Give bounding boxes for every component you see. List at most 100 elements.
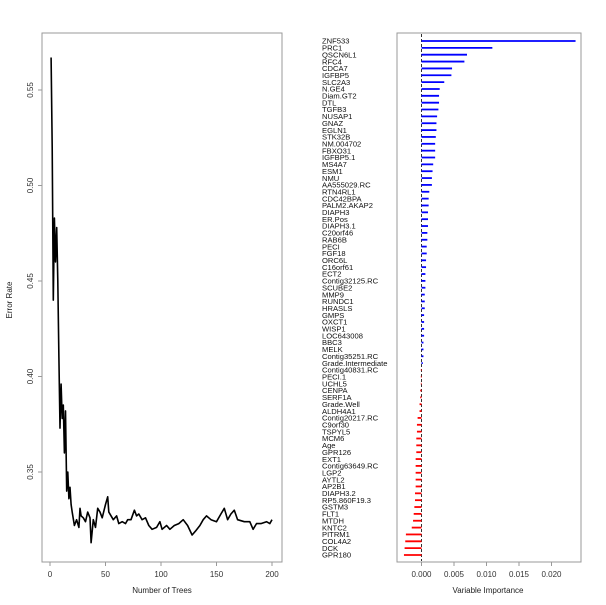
importance-axis-title: Variable Importance (453, 586, 525, 595)
variable-label: DIAPH3.1 (322, 222, 356, 231)
variable-label: Grade.Intermediate (322, 359, 387, 368)
variable-label: TGFB3 (322, 105, 346, 114)
variable-label: FGF18 (322, 249, 346, 258)
variable-label: OXCT1 (322, 318, 347, 327)
variable-label: FBXO31 (322, 146, 351, 155)
x-tick-label: 100 (154, 570, 168, 579)
variable-label: C20orf46 (322, 229, 353, 238)
variable-label: Contig63649.RC (322, 462, 379, 471)
variable-label: STK32B (322, 133, 350, 142)
variable-label: NMU (322, 174, 339, 183)
variable-label: Contig35251.RC (322, 352, 379, 361)
error-rate-line (50, 57, 273, 544)
y-tick-label: 0.40 (26, 368, 35, 384)
variable-label: IGFBP5 (322, 71, 349, 80)
variable-label: UCHL5 (322, 379, 347, 388)
variable-label: COL4A2 (322, 537, 351, 546)
variable-label: EXT1 (322, 455, 341, 464)
x-tick-label: 0 (48, 570, 53, 579)
variable-label: AP2B1 (322, 482, 346, 491)
variable-label: PRC1 (322, 44, 342, 53)
y-tick-label: 0.50 (26, 177, 35, 193)
variable-label: MTDH (322, 516, 344, 525)
variable-label: Age (322, 441, 336, 450)
variable-label: Contig40831.RC (322, 366, 379, 375)
variable-label: SLC2A3 (322, 78, 350, 87)
variable-label: TSPYL5 (322, 427, 350, 436)
variable-label: SERF1A (322, 393, 352, 402)
variable-label: PECI.1 (322, 373, 346, 382)
variable-label: ZNF533 (322, 37, 349, 46)
variable-label: HRASLS (322, 304, 352, 313)
variable-label: FLT1 (322, 510, 339, 519)
variable-label: SCUBE2 (322, 283, 352, 292)
variable-label: Contig20217.RC (322, 414, 379, 423)
variable-label: ER.Pos (322, 215, 348, 224)
variable-label: DIAPH3.2 (322, 489, 356, 498)
y-tick-label: 0.55 (26, 82, 35, 98)
variable-label: GNAZ (322, 119, 343, 128)
variable-label: MMP9 (322, 290, 344, 299)
importance-tick-label: 0.010 (476, 570, 497, 579)
variable-label: N.GE4 (322, 85, 345, 94)
variable-label: RP5.860F19.3 (322, 496, 371, 505)
variable-label: RTN4RL1 (322, 187, 356, 196)
variable-label: LGP2 (322, 468, 341, 477)
variable-label: CDCA7 (322, 64, 348, 73)
x-axis-title: Number of Trees (132, 586, 192, 595)
left-plot-frame (41, 32, 283, 563)
variable-label: CENPA (322, 386, 349, 395)
variable-importance-plot: Variable Importance 0.000 0.005 0.010 0.015… (322, 32, 582, 595)
variable-label: IGFBP5.1 (322, 153, 355, 162)
y-tick-label: 0.35 (26, 464, 35, 480)
variable-label: MS4A7 (322, 160, 347, 169)
variable-label: PITRM1 (322, 530, 350, 539)
variable-label: NM.004702 (322, 140, 361, 149)
variable-label: GSTM3 (322, 503, 348, 512)
variable-label: AA555029.RC (322, 181, 371, 190)
importance-tick-label: 0.020 (541, 570, 562, 579)
variable-label: PECI (322, 242, 340, 251)
error-rate-plot: Error Rate Number of Trees 0 50 100 150 200 0… (5, 32, 283, 595)
variable-label: NUSAP1 (322, 112, 352, 121)
variable-label: Diam.GT2 (322, 92, 357, 101)
importance-tick-label: 0.005 (444, 570, 465, 579)
right-plot-frame (396, 32, 582, 563)
x-tick-label: 50 (101, 570, 110, 579)
variable-label: CDC42BPA (322, 194, 362, 203)
variable-label: PALM2.AKAP2 (322, 201, 373, 210)
variable-label: DIAPH3 (322, 208, 349, 217)
variable-label: ALDH4A1 (322, 407, 356, 416)
variable-label: RAB6B (322, 235, 347, 244)
variable-label: BBC3 (322, 338, 342, 347)
variable-label: GPR180 (322, 551, 351, 560)
y-axis-title: Error Rate (5, 281, 14, 318)
variable-label: C16orf61 (322, 263, 353, 272)
variable-label: GMPS (322, 311, 344, 320)
variable-label: Contig32125.RC (322, 277, 379, 286)
variable-label: KNTC2 (322, 523, 347, 532)
variable-label: DCK (322, 544, 338, 553)
importance-tick-label: 0.000 (411, 570, 432, 579)
variable-label: ECT2 (322, 270, 341, 279)
x-tick-label: 200 (265, 570, 279, 579)
variable-label: C9orf30 (322, 420, 349, 429)
x-tick-label: 150 (210, 570, 224, 579)
variable-label: WISP1 (322, 325, 346, 334)
variable-label: RUNDC1 (322, 297, 354, 306)
variable-label: DTL (322, 98, 336, 107)
variable-label: Grade.Well (322, 400, 360, 409)
y-tick-label: 0.45 (26, 273, 35, 289)
variable-label: AYTL2 (322, 475, 345, 484)
variable-label: RFC4 (322, 57, 342, 66)
variable-label: LOC643008 (322, 331, 363, 340)
variable-label: QSCN6L1 (322, 50, 357, 59)
variable-label: MELK (322, 345, 343, 354)
variable-label: EGLN1 (322, 126, 347, 135)
variable-label: GPR126 (322, 448, 351, 457)
variable-label: ORC6L (322, 256, 347, 265)
variable-label: MCM6 (322, 434, 344, 443)
importance-tick-label: 0.015 (509, 570, 530, 579)
variable-label: ESM1 (322, 167, 343, 176)
